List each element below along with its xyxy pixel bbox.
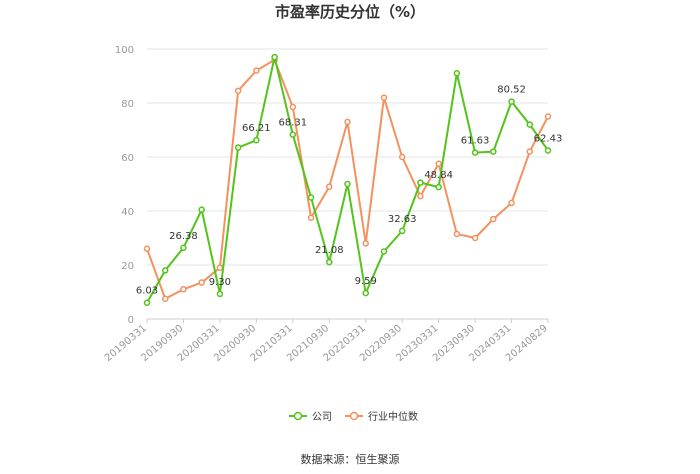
series-layer: 6.03 26.38 9.30 66.21 68.31 21.08 9.59 32.63 48.…	[136, 53, 563, 306]
data-point[interactable]	[234, 87, 242, 95]
series-line-0	[146, 56, 549, 304]
data-source-note: 数据来源：恒生聚源	[301, 452, 400, 466]
data-point[interactable]	[289, 103, 297, 111]
chart-title: 市盈率历史分位（%）	[275, 3, 425, 21]
data-label: 68.31	[278, 118, 307, 129]
data-point[interactable]	[253, 67, 260, 74]
data-point[interactable]	[398, 227, 406, 235]
data-label: 6.03	[136, 286, 158, 297]
data-point[interactable]	[526, 121, 534, 128]
data-point[interactable]	[143, 299, 151, 306]
grid-lines	[147, 48, 548, 266]
data-point[interactable]	[216, 264, 224, 271]
data-point[interactable]	[344, 180, 351, 188]
data-label: 61.63	[461, 136, 490, 147]
y-tick-label: 40	[121, 207, 134, 218]
data-label: 48.84	[424, 170, 453, 181]
data-point[interactable]	[362, 240, 369, 247]
data-point[interactable]	[490, 148, 497, 155]
data-point[interactable]	[198, 206, 205, 213]
legend[interactable]: 公司 行业中位数	[289, 410, 418, 423]
data-point[interactable]	[234, 144, 242, 151]
data-point[interactable]	[435, 183, 442, 191]
data-point[interactable]	[471, 234, 479, 242]
y-tick-label: 20	[121, 261, 134, 272]
legend-label: 公司	[312, 412, 332, 423]
data-point[interactable]	[253, 136, 260, 144]
data-point[interactable]	[508, 98, 515, 105]
legend-label: 行业中位数	[368, 410, 418, 423]
data-point[interactable]	[544, 113, 552, 120]
axes: 0204060801002019033120190930202003312020…	[103, 45, 550, 364]
y-tick-label: 60	[121, 153, 134, 164]
data-point[interactable]	[326, 258, 333, 266]
data-point[interactable]	[362, 289, 369, 297]
y-tick-label: 80	[121, 99, 134, 110]
data-point[interactable]	[161, 267, 169, 274]
data-label: 62.43	[534, 133, 563, 144]
data-label: 21.08	[315, 245, 344, 256]
legend-item-1[interactable]: 行业中位数	[345, 410, 418, 423]
data-point[interactable]	[161, 295, 169, 302]
data-point[interactable]	[307, 214, 315, 221]
data-label: 32.63	[388, 214, 417, 225]
data-label: 66.21	[242, 123, 271, 134]
data-point[interactable]	[417, 179, 424, 186]
data-point[interactable]	[326, 183, 333, 190]
data-point[interactable]	[271, 53, 278, 61]
data-point[interactable]	[398, 153, 406, 161]
data-point[interactable]	[180, 244, 187, 252]
data-point[interactable]	[307, 194, 315, 201]
data-point[interactable]	[526, 148, 534, 155]
data-point[interactable]	[544, 147, 552, 154]
data-point[interactable]	[508, 199, 515, 207]
data-point[interactable]	[216, 290, 224, 298]
data-point[interactable]	[453, 230, 461, 238]
data-point[interactable]	[143, 245, 151, 253]
y-tick-label: 0	[128, 315, 134, 326]
data-point[interactable]	[453, 70, 461, 77]
legend-swatch-marker	[293, 411, 303, 421]
data-label: 9.59	[355, 276, 377, 287]
data-label: 26.38	[169, 231, 198, 242]
data-point[interactable]	[435, 160, 442, 167]
data-point[interactable]	[180, 286, 187, 293]
y-tick-label: 100	[115, 45, 134, 56]
legend-swatch-marker	[349, 411, 359, 421]
data-point[interactable]	[380, 248, 388, 255]
series-line-1	[146, 58, 549, 300]
data-point[interactable]	[380, 94, 388, 101]
data-label: 80.52	[497, 85, 526, 96]
data-label: 9.30	[209, 277, 231, 288]
data-point[interactable]	[417, 192, 424, 200]
legend-item-0[interactable]: 公司	[289, 411, 332, 423]
data-point[interactable]	[471, 149, 479, 156]
data-point[interactable]	[490, 215, 497, 223]
data-point[interactable]	[289, 131, 297, 138]
data-point[interactable]	[198, 279, 205, 286]
data-point[interactable]	[344, 118, 351, 126]
